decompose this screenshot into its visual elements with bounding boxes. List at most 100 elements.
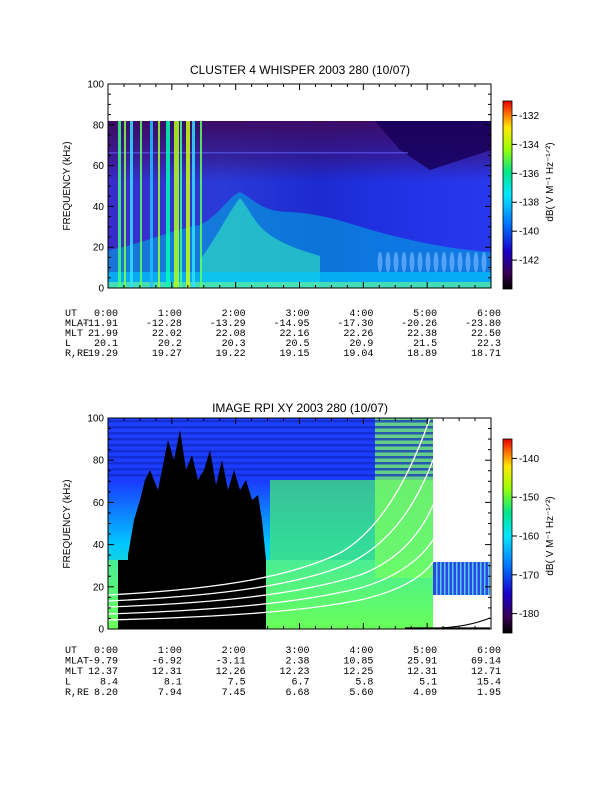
ephemeris-value: 6.7: [291, 678, 309, 689]
emission-blob: [473, 252, 479, 272]
spectrogram-faint-line: [108, 152, 408, 154]
spectrogram-black-region: [128, 430, 266, 629]
ephemeris-value: 19.15: [279, 349, 309, 360]
noise-stripe: [108, 462, 433, 465]
y-axis-label: FREQUENCY (kHz): [62, 141, 73, 230]
ephemeris-value: 4:00: [349, 646, 373, 657]
spectrogram-emission-core: [200, 198, 320, 288]
ephemeris-value: 4:00: [349, 309, 373, 320]
colorbar-ticks: -140 -150 -160 -170 -180: [512, 454, 539, 620]
rpi-panel: IMAGE RPI XY 2003 280 (10/07) 0 20 40 60 80 1…: [62, 401, 556, 699]
patch-stripe: [484, 562, 486, 595]
noise-stripe: [108, 438, 433, 441]
panel-title: IMAGE RPI XY 2003 280 (10/07): [212, 401, 388, 415]
ephemeris-value: 2.38: [285, 657, 309, 668]
emission-blob: [425, 252, 431, 272]
ephemeris-value: -17.30: [337, 319, 373, 330]
spectrogram: [108, 121, 491, 288]
patch-stripe: [476, 562, 478, 595]
colorbar-ticks: -132 -134 -136 -138 -140 -142: [512, 111, 539, 267]
ephemeris-value: -9.79: [88, 657, 118, 668]
emission-blob: [457, 252, 463, 272]
ephemeris-row-label: MLT: [65, 329, 83, 340]
ephemeris-value: 5.60: [349, 688, 373, 699]
ephemeris-value: 8.20: [94, 688, 118, 699]
ephemeris-value: 5:00: [413, 309, 437, 320]
emission-blob: [465, 252, 471, 272]
ephemeris-row-label: MLT: [65, 667, 83, 678]
y-tick-label: 0: [98, 625, 104, 636]
colorbar-label: dB( V M⁻¹ Hz⁻¹ᐟ²): [545, 496, 556, 575]
y-tick-label: 40: [93, 540, 105, 551]
plasma-curve: [107, 561, 434, 621]
plasma-curve: [107, 539, 434, 615]
ephemeris-value: 22.16: [279, 329, 309, 340]
x-axis: [107, 84, 492, 288]
ephemeris-value: 12.37: [88, 667, 118, 678]
plasma-curve: [107, 504, 434, 608]
ephemeris-row-label: L: [65, 678, 71, 689]
ephemeris-value: 18.89: [407, 349, 437, 360]
patch-stripe: [472, 562, 474, 595]
noise-stripe: [108, 474, 433, 477]
emission-blob: [409, 252, 415, 272]
burst-column: [118, 121, 121, 288]
patch-stripe: [448, 562, 450, 595]
emission-blob: [433, 252, 439, 272]
emission-blob: [449, 252, 455, 272]
burst-column: [124, 121, 126, 288]
ephemeris-table: UT 0:00 1:00 2:00 3:00 4:00 5:00 6:00 MLAT-9.79 -…: [65, 646, 501, 699]
emission-blob: [393, 252, 399, 272]
colorbar-scale: [502, 100, 513, 290]
ephemeris-value: 5.8: [355, 678, 373, 689]
ephemeris-value: 7.94: [158, 688, 182, 699]
colorbar-tick-label: -170: [519, 570, 539, 581]
colorbar-label: dB( V M⁻¹ Hz⁻¹ᐟ²): [545, 142, 556, 221]
burst-column: [200, 121, 202, 288]
y-tick-label: 80: [93, 120, 105, 131]
ephemeris-value: 7.45: [222, 688, 246, 699]
ephemeris-value: -14.95: [273, 319, 309, 330]
burst-column: [130, 121, 133, 288]
colorbar-tick-label: -134: [519, 140, 539, 151]
ephemeris-value: 20.1: [94, 339, 118, 350]
ephemeris-value: 20.3: [222, 339, 246, 350]
ephemeris-value: 22.02: [152, 329, 182, 340]
ephemeris-value: -3.11: [216, 657, 246, 668]
ephemeris-row-label: UT: [65, 646, 77, 657]
ephemeris-row-label: MLAT: [65, 319, 89, 330]
ephemeris-value: 0:00: [94, 646, 118, 657]
ephemeris-value: 5.1: [419, 678, 437, 689]
spectrogram-right-green: [375, 418, 433, 578]
ephemeris-value: 7.5: [228, 678, 246, 689]
ephemeris-value: -11.91: [82, 319, 118, 330]
burst-column: [192, 121, 195, 288]
ephemeris-value: 6.68: [285, 688, 309, 699]
ephemeris-value: 12.31: [152, 667, 182, 678]
patch-stripe: [464, 562, 466, 595]
y-tick-label: 60: [93, 498, 105, 509]
patch-stripe: [468, 562, 470, 595]
emission-blob: [481, 252, 487, 272]
ephemeris-row-label: MLAT: [65, 657, 89, 668]
spectrogram-dark-region: [375, 121, 491, 170]
y-tick-label: 20: [93, 582, 105, 593]
lower-trace-curve: [439, 617, 491, 629]
noise-stripe: [108, 468, 433, 471]
plasma-curve: [107, 459, 434, 602]
ephemeris-value: 19.04: [343, 349, 373, 360]
burst-column: [158, 121, 160, 288]
plasma-frequency-curves: [107, 417, 434, 621]
y-tick-label: 0: [98, 284, 104, 295]
ephemeris-value: 12.71: [471, 667, 501, 678]
ephemeris-value: 22.50: [471, 329, 501, 340]
ephemeris-value: -6.92: [152, 657, 182, 668]
patch-stripe: [436, 562, 438, 595]
ephemeris-value: 25.91: [407, 657, 437, 668]
periodic-emission: [377, 252, 487, 272]
ephemeris-value: 1:00: [158, 646, 182, 657]
ephemeris-value: 21.5: [413, 339, 437, 350]
burst-columns: [118, 121, 202, 288]
patch-stripe: [444, 562, 446, 595]
ephemeris-value: 12.23: [279, 667, 309, 678]
